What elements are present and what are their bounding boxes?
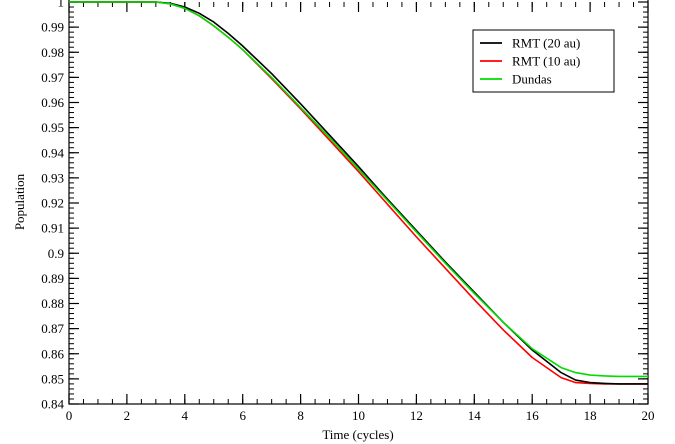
legend-label: RMT (20 au) (512, 36, 580, 51)
legend-label: Dundas (512, 72, 552, 87)
y-axis-label: Population (12, 173, 27, 230)
x-tick-label: 14 (468, 408, 482, 423)
y-tick-label: 0.98 (41, 45, 64, 60)
y-tick-label: 1 (58, 0, 65, 10)
series-line-3 (69, 1, 648, 378)
x-tick-label: 12 (410, 408, 423, 423)
y-tick-label: 0.96 (41, 95, 64, 110)
x-tick-label: 4 (182, 408, 189, 423)
y-tick-label: 0.86 (41, 346, 64, 361)
y-tick-label: 0.94 (41, 145, 64, 160)
y-tick-label: 0.84 (41, 397, 64, 412)
x-tick-label: 18 (584, 408, 597, 423)
x-tick-label: 16 (526, 408, 540, 423)
x-tick-label: 6 (239, 408, 246, 423)
legend: RMT (20 au) RMT (10 au) Dundas (472, 29, 615, 93)
major-ticks (68, 1, 649, 405)
y-tick-label: 0.91 (41, 221, 64, 236)
legend-label: RMT (10 au) (512, 54, 580, 69)
y-tick-label: 0.9 (48, 246, 64, 261)
y-tick-label: 0.95 (41, 120, 64, 135)
y-tick-label: 0.85 (41, 371, 64, 386)
y-tick-label: 0.97 (41, 70, 64, 85)
y-tick-label: 0.89 (41, 271, 64, 286)
y-tick-label: 0.88 (41, 296, 64, 311)
series-lines (69, 1, 648, 385)
x-tick-label: 8 (297, 408, 304, 423)
x-tick-label: 2 (124, 408, 131, 423)
y-tick-label: 0.99 (41, 20, 64, 35)
x-tick-label: 20 (642, 408, 655, 423)
x-axis-label: Time (cycles) (322, 427, 393, 442)
y-tick-label: 0.93 (41, 170, 64, 185)
x-tick-label: 10 (352, 408, 365, 423)
y-tick-labels: 0.84 0.85 0.86 0.87 0.88 0.89 0.9 0.91 0.92 0.93 0… (41, 0, 64, 412)
y-tick-label: 0.87 (41, 321, 64, 336)
x-tick-label: 0 (66, 408, 73, 423)
y-tick-label: 0.92 (41, 196, 64, 211)
x-tick-labels: 0 2 4 6 8 10 12 14 16 18 20 (66, 408, 655, 423)
